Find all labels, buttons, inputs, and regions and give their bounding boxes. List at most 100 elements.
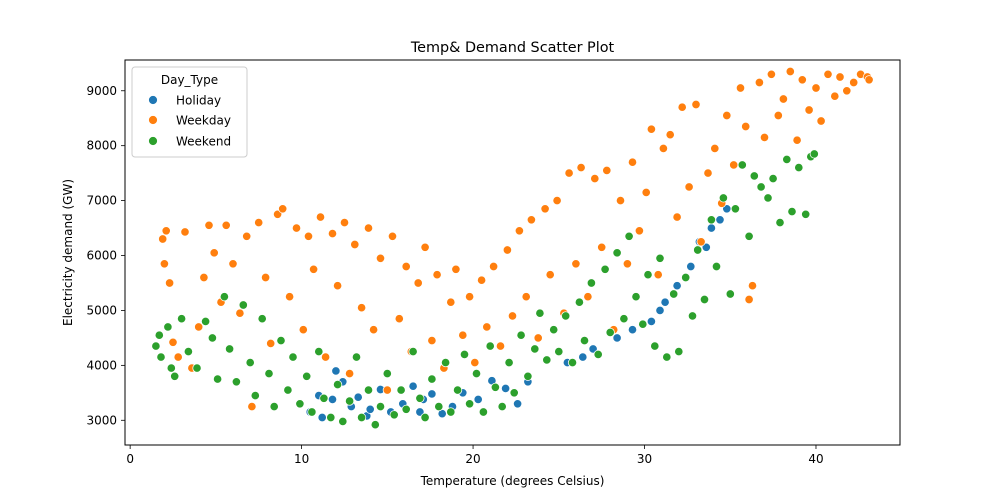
point-weekday: [345, 369, 355, 379]
point-weekday: [759, 132, 770, 142]
point-weekday: [634, 226, 644, 236]
point-weekend: [192, 363, 202, 373]
point-weekday: [458, 330, 468, 340]
point-weekend: [276, 336, 286, 346]
point-weekend: [326, 412, 336, 423]
point-weekend: [650, 341, 660, 351]
point-weekend: [535, 308, 545, 318]
point-weekend: [434, 402, 444, 412]
x-axis: 0 10 20 30 40: [126, 445, 824, 466]
y-tick-label: 9000: [86, 84, 117, 98]
point-weekend: [669, 289, 679, 299]
point-weekend: [763, 193, 773, 203]
point-weekday: [159, 259, 169, 269]
data-points: [151, 66, 874, 430]
point-weekend: [441, 358, 451, 368]
point-weekday: [830, 91, 840, 101]
y-tick-label: 8000: [86, 139, 117, 153]
point-weekend: [219, 292, 229, 302]
point-weekend: [351, 352, 362, 362]
point-weekend: [497, 402, 507, 412]
point-weekend: [166, 363, 176, 373]
point-weekend: [749, 171, 759, 181]
point-weekday: [161, 226, 171, 236]
point-weekday: [357, 303, 367, 313]
point-weekend: [768, 174, 778, 184]
point-weekday: [242, 231, 252, 241]
point-weekend: [151, 341, 161, 351]
point-weekday: [842, 86, 852, 96]
point-weekend: [509, 388, 519, 398]
point-weekend: [549, 325, 559, 335]
plot-frame: [124, 59, 901, 446]
point-weekday: [180, 227, 190, 237]
point-weekend: [725, 289, 735, 299]
point-weekday: [507, 311, 518, 321]
point-weekend: [420, 412, 430, 423]
point-weekday: [451, 264, 461, 274]
point-weekday: [278, 204, 288, 214]
point-weekday: [533, 333, 543, 343]
point-weekday: [350, 239, 360, 250]
point-weekday: [754, 77, 764, 88]
point-weekend: [177, 314, 187, 324]
point-weekday: [641, 187, 651, 197]
point-weekend: [756, 182, 766, 192]
point-weekday: [741, 121, 751, 132]
y-tick-label: 6000: [86, 249, 117, 263]
point-weekend: [238, 300, 248, 310]
point-weekday: [576, 163, 586, 173]
point-weekend: [213, 374, 223, 384]
point-weekend: [567, 358, 578, 368]
point-weekend: [775, 218, 785, 228]
point-weekday: [691, 99, 701, 110]
point-weekend: [333, 380, 343, 390]
point-weekday: [811, 83, 821, 93]
point-weekday: [261, 272, 271, 283]
point-holiday: [672, 281, 682, 291]
point-weekend: [730, 204, 740, 214]
point-holiday: [578, 352, 588, 362]
point-weekday: [597, 242, 607, 252]
point-weekday: [835, 72, 845, 82]
point-weekday: [804, 105, 814, 115]
point-weekday: [315, 212, 326, 222]
point-weekend: [245, 358, 255, 368]
point-weekday: [677, 102, 687, 112]
point-weekend: [612, 248, 622, 258]
point-weekend: [389, 410, 399, 420]
point-holiday: [365, 404, 375, 414]
point-weekend: [593, 349, 603, 359]
point-holiday: [701, 242, 711, 252]
point-weekend: [471, 369, 482, 379]
point-weekend: [269, 402, 279, 412]
point-weekend: [478, 407, 488, 417]
point-weekend: [307, 407, 317, 417]
point-weekday: [489, 261, 499, 272]
point-holiday: [655, 305, 665, 315]
point-weekend: [207, 333, 217, 343]
point-weekday: [165, 278, 175, 288]
point-weekend: [681, 272, 691, 283]
point-weekend: [561, 311, 571, 321]
point-holiday: [473, 394, 483, 404]
point-holiday: [317, 412, 327, 423]
point-holiday: [660, 297, 670, 307]
point-weekday: [545, 270, 555, 280]
point-weekday: [363, 223, 374, 233]
point-weekend: [427, 374, 437, 384]
point-weekend: [782, 154, 792, 164]
point-weekday: [672, 212, 682, 222]
point-weekday: [309, 264, 319, 274]
point-weekday: [168, 337, 178, 347]
point-weekday: [339, 218, 350, 228]
point-weekend: [706, 215, 716, 225]
point-weekend: [744, 231, 754, 241]
point-weekend: [485, 341, 495, 351]
point-weekend: [257, 314, 267, 324]
y-tick-label: 3000: [86, 413, 117, 427]
point-weekday: [291, 223, 302, 233]
point-weekend: [801, 209, 811, 219]
point-holiday: [327, 394, 338, 404]
point-weekend: [574, 297, 584, 307]
